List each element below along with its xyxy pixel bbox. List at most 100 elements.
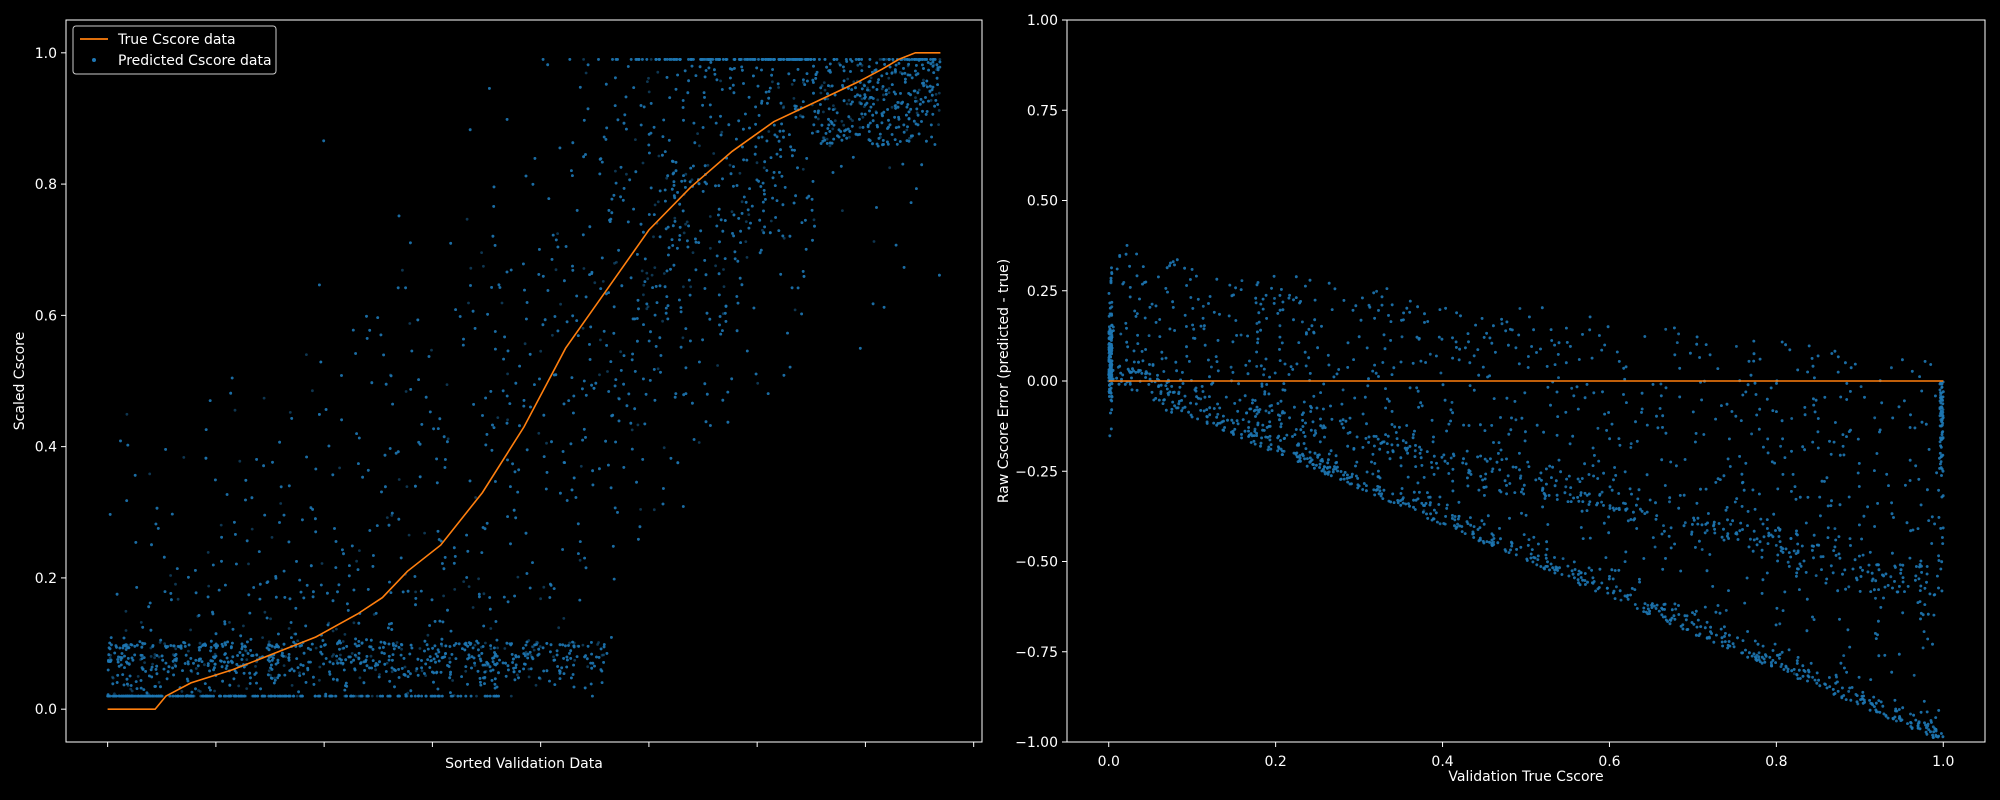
- predicted-point: [556, 232, 559, 236]
- predicted-point: [777, 86, 780, 89]
- predicted-point: [397, 478, 401, 481]
- predicted-point: [124, 643, 127, 646]
- predicted-point: [223, 660, 226, 664]
- predicted-point: [858, 100, 862, 104]
- predicted-point: [231, 694, 235, 697]
- predicted-point: [809, 58, 812, 61]
- predicted-point: [642, 293, 645, 297]
- predicted-point: [296, 639, 300, 643]
- predicted-point: [452, 694, 456, 697]
- predicted-point: [512, 508, 516, 512]
- predicted-point: [874, 110, 878, 114]
- predicted-point: [740, 200, 744, 204]
- predicted-point: [684, 222, 687, 226]
- predicted-point: [769, 219, 773, 223]
- predicted-point: [477, 577, 480, 581]
- predicted-point: [536, 641, 540, 645]
- predicted-point: [832, 104, 835, 107]
- predicted-point: [503, 647, 507, 650]
- predicted-point: [397, 694, 401, 698]
- predicted-point: [228, 683, 232, 687]
- predicted-point: [206, 551, 210, 554]
- predicted-point: [182, 694, 186, 698]
- predicted-point: [372, 613, 376, 616]
- predicted-point: [690, 178, 694, 182]
- predicted-point: [341, 640, 345, 643]
- predicted-point: [375, 694, 379, 698]
- predicted-point: [327, 621, 331, 625]
- predicted-point: [882, 93, 885, 97]
- predicted-point: [593, 281, 597, 285]
- predicted-point: [860, 64, 864, 67]
- predicted-point: [284, 655, 287, 658]
- predicted-point: [656, 200, 660, 204]
- predicted-point: [287, 627, 291, 630]
- predicted-point: [230, 661, 234, 665]
- predicted-point: [279, 502, 283, 505]
- predicted-point: [239, 694, 243, 698]
- predicted-point: [124, 609, 128, 613]
- predicted-point: [509, 694, 513, 698]
- predicted-point: [370, 694, 374, 698]
- predicted-point: [581, 643, 585, 647]
- predicted-point: [898, 101, 901, 104]
- predicted-point: [196, 614, 200, 618]
- predicted-point: [290, 684, 294, 687]
- predicted-point: [812, 218, 816, 222]
- predicted-point: [406, 691, 410, 695]
- predicted-point: [909, 136, 913, 139]
- predicted-point: [523, 652, 527, 656]
- predicted-point: [728, 163, 732, 167]
- predicted-point: [218, 694, 221, 698]
- predicted-point: [126, 694, 130, 698]
- predicted-point: [256, 694, 260, 698]
- predicted-point: [861, 115, 865, 119]
- predicted-point: [769, 58, 773, 61]
- predicted-point: [426, 633, 430, 637]
- predicted-point: [932, 63, 936, 67]
- predicted-point: [262, 396, 266, 400]
- predicted-point: [714, 58, 718, 61]
- predicted-point: [401, 268, 404, 272]
- predicted-point: [330, 655, 334, 658]
- predicted-point: [341, 662, 345, 665]
- predicted-point: [332, 653, 335, 656]
- predicted-point: [477, 654, 481, 658]
- predicted-point: [484, 641, 487, 645]
- predicted-point: [273, 694, 277, 698]
- predicted-point: [887, 76, 891, 80]
- predicted-point: [894, 103, 898, 107]
- predicted-point: [410, 694, 414, 698]
- predicted-point: [261, 636, 264, 639]
- predicted-point: [465, 217, 469, 221]
- predicted-point: [149, 694, 152, 698]
- predicted-point: [390, 670, 394, 674]
- predicted-point: [149, 646, 153, 650]
- predicted-point: [269, 673, 272, 677]
- predicted-point: [354, 655, 358, 658]
- predicted-point: [388, 694, 391, 698]
- predicted-point: [584, 71, 588, 75]
- predicted-point: [187, 649, 190, 653]
- predicted-point: [390, 514, 394, 517]
- predicted-point: [124, 629, 128, 632]
- predicted-point: [324, 408, 328, 411]
- predicted-point: [797, 58, 800, 61]
- predicted-point: [473, 664, 477, 667]
- predicted-point: [884, 58, 888, 61]
- predicted-point: [369, 654, 373, 658]
- predicted-point: [424, 674, 427, 677]
- predicted-point: [433, 694, 436, 698]
- predicted-point: [335, 659, 339, 662]
- predicted-point: [358, 549, 361, 552]
- predicted-point: [763, 58, 767, 61]
- predicted-point: [681, 209, 685, 213]
- predicted-point: [531, 645, 535, 649]
- predicted-point: [380, 694, 384, 698]
- predicted-point: [202, 694, 205, 698]
- predicted-point: [467, 585, 471, 588]
- predicted-point: [430, 348, 433, 352]
- predicted-point: [355, 559, 358, 563]
- predicted-point: [341, 662, 345, 666]
